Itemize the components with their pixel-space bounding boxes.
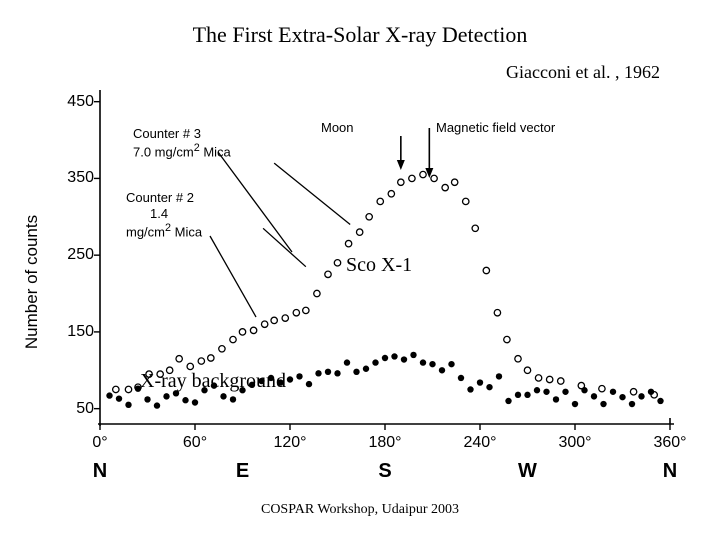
y-tick-label: 50 <box>76 400 94 418</box>
y-tick-label: 250 <box>67 246 94 264</box>
compass-label: E <box>236 460 249 483</box>
counter2-line2: 1.4 <box>150 206 168 222</box>
x-tick-label: 180° <box>368 434 401 452</box>
x-tick-label: 360° <box>653 434 686 452</box>
page-title: The First Extra-Solar X-ray Detection <box>0 22 720 48</box>
x-tick-label: 240° <box>463 434 496 452</box>
y-tick-label: 350 <box>67 169 94 187</box>
y-tick-label: 150 <box>67 323 94 341</box>
x-tick-label: 120° <box>273 434 306 452</box>
counter2-line3: mg/cm2 Mica <box>126 222 202 240</box>
counter3-val: 7.0 mg/cm <box>133 144 194 159</box>
compass-label: N <box>663 460 677 483</box>
x-tick-label: 300° <box>558 434 591 452</box>
counter3-line1: Counter # 3 <box>133 126 201 142</box>
sup-icon: 2 <box>194 142 200 154</box>
counter2-mica: Mica <box>175 224 202 239</box>
magnetic-label: Magnetic field vector <box>436 120 555 136</box>
sup2-icon: 2 <box>165 222 171 234</box>
compass-label: S <box>378 460 391 483</box>
moon-label: Moon <box>321 120 354 136</box>
compass-label: W <box>518 460 537 483</box>
y-axis-label: Number of counts <box>22 215 42 349</box>
x-tick-label: 0° <box>92 434 107 452</box>
compass-label: N <box>93 460 107 483</box>
counter2-line1: Counter # 2 <box>126 190 194 206</box>
sco-x1-annotation: Sco X-1 <box>346 254 412 277</box>
xray-background-annotation: X-ray background <box>140 370 286 393</box>
y-tick-label: 450 <box>67 93 94 111</box>
footer-text: COSPAR Workshop, Udaipur 2003 <box>0 502 720 518</box>
x-tick-label: 60° <box>183 434 207 452</box>
counter3-mica: Mica <box>203 144 230 159</box>
counter3-line2: 7.0 mg/cm2 Mica <box>133 142 231 160</box>
citation-text: Giacconi et al. , 1962 <box>506 62 660 83</box>
chart-container: Number of counts Sco X-1 X-ray backgroun… <box>38 82 678 482</box>
counter2-unit: mg/cm <box>126 224 165 239</box>
